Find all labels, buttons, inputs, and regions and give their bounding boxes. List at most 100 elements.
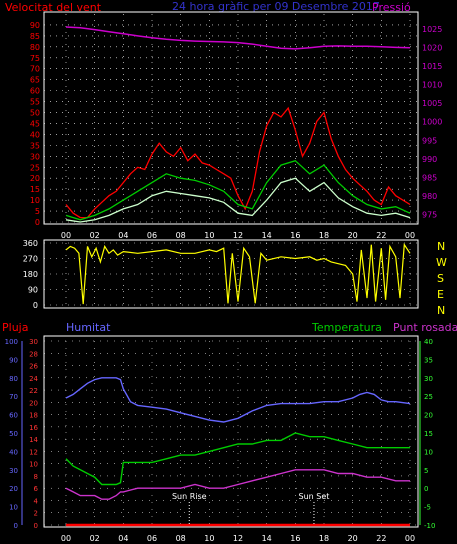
direction-axis-tick: 90 [28, 286, 38, 295]
direction-axis-tick: 0 [33, 301, 38, 310]
sunset-label: Sun Set [299, 492, 330, 501]
wind-direction-line [65, 242, 411, 305]
hour-tick-label: 22 [376, 231, 386, 240]
pressure-axis-tick: 980 [422, 192, 437, 201]
wind-axis-tick: 20 [30, 174, 40, 183]
hour-tick-label-bottom: 20 [348, 534, 358, 543]
temperature-axis-tick: 30 [424, 375, 433, 383]
humidity-axis-tick: 20 [9, 485, 18, 493]
hour-tick-label: 12 [233, 231, 243, 240]
rain-axis-tick: 2 [34, 510, 38, 518]
humidity-axis-tick: 50 [9, 430, 18, 438]
wind-axis-tick: 0 [35, 218, 40, 227]
header-wind-label: Velocitat del vent [5, 1, 102, 14]
wind-axis-tick: 45 [30, 119, 40, 128]
humidity-axis-tick: 0 [14, 522, 18, 530]
pressure-axis-tick: 1015 [422, 62, 442, 71]
climate-panel-frame [43, 335, 419, 528]
pressure-axis-tick: 1000 [422, 118, 442, 127]
wind-axis-tick: 30 [30, 152, 40, 161]
rain-axis-tick: 20 [29, 399, 38, 407]
hour-tick-label: 20 [348, 231, 358, 240]
compass-labels: N W S E N [436, 240, 447, 317]
temperature-axis-tick: 40 [424, 338, 433, 346]
direction-axis-tick: 360 [23, 239, 38, 248]
wind-axis-tick: 25 [30, 163, 40, 172]
wind-axis-tick: 35 [30, 141, 40, 150]
humidity-axis-tick: 10 [9, 504, 18, 512]
wind-panel-frame [43, 11, 419, 225]
wind-axis-tick: 55 [30, 98, 40, 107]
hour-tick-label-bottom: 22 [376, 534, 386, 543]
rain-axis-tick: 26 [29, 363, 38, 371]
climate-panel-grid [44, 340, 418, 526]
humidity-axis-tick: 90 [9, 356, 18, 364]
wind-axis-tick: 70 [30, 65, 40, 74]
wind-axis-tick: 50 [30, 109, 40, 118]
wind-axis-tick: 40 [30, 130, 40, 139]
rain-axis-tick: 0 [34, 522, 38, 530]
rain-axis-tick: 18 [29, 412, 38, 420]
hour-tick-label: 02 [90, 231, 100, 240]
wind-axis-tick: 75 [30, 54, 40, 63]
hour-tick-label-bottom: 02 [90, 534, 100, 543]
pressure-axis-tick: 1005 [422, 99, 442, 108]
humidity-axis-tick: 60 [9, 412, 18, 420]
hour-tick-label-bottom: 00 [405, 534, 415, 543]
hour-tick-label: 14 [262, 231, 272, 240]
compass-n-bottom: N [437, 304, 445, 317]
wind-axis-tick: 90 [30, 21, 40, 30]
wind-axis-tick: 10 [30, 196, 40, 205]
rain-axis-tick: 12 [29, 448, 38, 456]
hour-tick-label: 10 [204, 231, 214, 240]
humidity-axis-tick: 70 [9, 393, 18, 401]
temperature-axis-tick: 25 [424, 393, 433, 401]
pressure-axis-tick: 1010 [422, 81, 442, 90]
legend-dewpoint: Punt rosada [393, 321, 457, 334]
temperature-axis-tick: 10 [424, 448, 433, 456]
rain-axis-tick: 28 [29, 350, 38, 358]
hour-tick-label-bottom: 06 [147, 534, 157, 543]
temperature-axis-tick: -10 [424, 522, 435, 530]
wind-axis-tick: 80 [30, 43, 40, 52]
rain-axis-tick: 30 [29, 338, 38, 346]
header-title: 24 hora gràfic per 09 Desembre 2017 [172, 0, 380, 13]
compass-s: S [437, 272, 444, 285]
sunrise-label: Sun Rise [172, 492, 207, 501]
pressure-axis-tick: 1025 [422, 25, 442, 34]
temperature-line [65, 432, 410, 486]
humidity-axis-tick: 40 [9, 448, 18, 456]
pressure-axis-tick: 995 [422, 136, 437, 145]
rain-axis-tick: 24 [29, 375, 38, 383]
header-pressure-label: Pressió [372, 1, 411, 14]
temperature-axis-tick: 5 [424, 467, 428, 475]
dewpoint-line [65, 469, 410, 500]
pressure-axis-tick: 975 [422, 211, 437, 220]
hour-tick-label: 04 [118, 231, 128, 240]
hour-tick-label: 16 [290, 231, 300, 240]
temperature-axis-tick: 35 [424, 356, 433, 364]
hour-tick-label: 00 [61, 231, 71, 240]
temperature-axis-tick: 20 [424, 412, 433, 420]
hour-tick-label-bottom: 08 [176, 534, 186, 543]
wind-minimum-line [65, 177, 411, 223]
temperature-axis-tick: 15 [424, 430, 433, 438]
rain-axis-tick: 16 [29, 424, 38, 432]
wind-axis-tick: 60 [30, 87, 40, 96]
compass-e: E [437, 288, 444, 301]
hour-tick-label-bottom: 12 [233, 534, 243, 543]
humidity-axis-tick: 30 [9, 467, 18, 475]
humidity-axis-tick: 100 [5, 338, 18, 346]
pressure-axis-tick: 990 [422, 155, 437, 164]
hour-tick-label: 18 [319, 231, 329, 240]
hour-tick-label-bottom: 10 [204, 534, 214, 543]
hour-tick-label-bottom: 14 [262, 534, 272, 543]
rain-axis-tick: 8 [34, 473, 38, 481]
hour-tick-label: 08 [176, 231, 186, 240]
hour-tick-label: 06 [147, 231, 157, 240]
humidity-axis-tick: 80 [9, 375, 18, 383]
pressure-axis-tick: 1020 [422, 43, 442, 52]
axis-ticks: 0510152025303540455055606570758085909759… [5, 21, 443, 543]
